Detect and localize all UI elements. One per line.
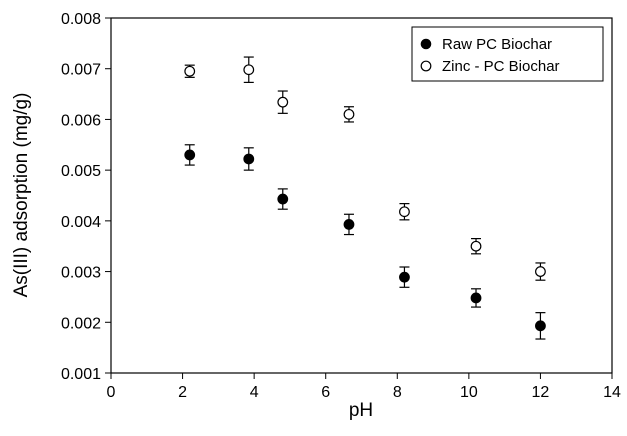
data-point: [535, 266, 546, 277]
data-point: [470, 292, 482, 304]
y-tick-label: 0.006: [61, 112, 101, 129]
data-point: [277, 96, 289, 108]
x-tick-label: 8: [393, 384, 402, 401]
y-tick-label: 0.002: [61, 315, 101, 332]
x-tick-label: 4: [250, 384, 259, 401]
data-point: [535, 320, 546, 332]
data-point: [399, 271, 410, 283]
x-axis-ticks: 0 2 4 6 8 10 12 14: [107, 373, 621, 401]
legend: Raw PC Biochar Zinc - PC Biochar: [411, 26, 604, 82]
x-axis-title: pH: [349, 400, 373, 421]
y-axis-ticks: 0.001 0.002 0.003 0.004 0.005 0.006 0.007 0.008: [61, 11, 111, 383]
data-point: [184, 65, 196, 77]
x-tick-label: 14: [603, 384, 621, 401]
data-point: [399, 206, 410, 218]
legend-label-raw: Raw PC Biochar: [442, 36, 552, 53]
x-tick-label: 10: [460, 384, 478, 401]
x-tick-label: 6: [321, 384, 330, 401]
x-tick-label: 12: [532, 384, 550, 401]
data-point: [343, 108, 355, 120]
data-series: [184, 56, 546, 340]
legend-marker-raw: [420, 38, 432, 50]
data-point: [343, 219, 355, 230]
y-tick-label: 0.008: [61, 11, 101, 28]
data-point: [243, 64, 255, 76]
data-point: [184, 149, 196, 161]
data-point: [243, 153, 255, 165]
x-tick-label: 0: [107, 384, 116, 401]
y-tick-label: 0.003: [61, 265, 101, 282]
y-axis-title: As(III) adsorption (mg/g): [11, 93, 32, 298]
y-tick-label: 0.007: [61, 62, 101, 79]
plot-frame: [110, 17, 613, 374]
y-tick-label: 0.004: [61, 214, 101, 231]
data-point: [277, 193, 289, 205]
y-tick-label: 0.001: [61, 366, 101, 383]
legend-box: [411, 26, 604, 82]
series-raw-pc-biochar: [184, 144, 546, 340]
legend-label-zinc: Zinc - PC Biochar: [442, 58, 560, 75]
x-tick-label: 2: [178, 384, 187, 401]
data-point: [470, 240, 482, 252]
legend-marker-zinc: [420, 60, 432, 72]
series-zinc-pc-biochar: [184, 56, 546, 281]
y-tick-label: 0.005: [61, 163, 101, 180]
